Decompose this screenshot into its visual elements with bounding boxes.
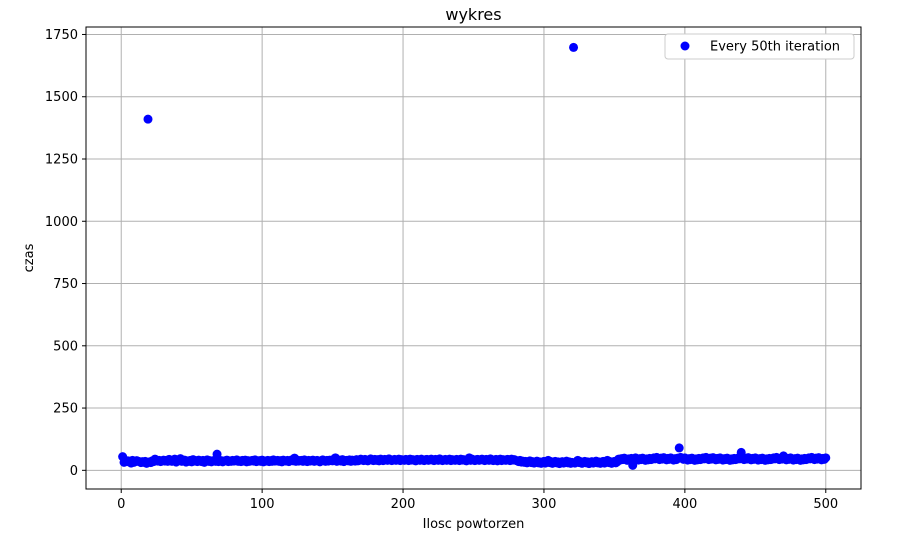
x-tick-label: 100 xyxy=(250,497,275,512)
x-tick-label: 200 xyxy=(391,497,416,512)
axis-ticks: 0 100 200 300 400 500 0 250 500 750 1000 1250 1500 17… xyxy=(45,28,838,512)
x-tick-label: 300 xyxy=(532,497,557,512)
scatter-point xyxy=(212,449,222,459)
y-tick-label: 750 xyxy=(53,277,78,292)
y-tick-label: 1000 xyxy=(45,215,78,230)
x-tick-label: 0 xyxy=(117,497,125,512)
chart-title: wykres xyxy=(445,5,501,24)
y-axis-label: czas xyxy=(22,243,37,272)
scatter-point xyxy=(569,42,579,52)
legend-label: Every 50th iteration xyxy=(710,40,840,55)
grid-lines xyxy=(86,27,861,489)
legend: Every 50th iteration xyxy=(664,33,855,60)
y-tick-label: 1250 xyxy=(45,153,78,168)
scatter-point xyxy=(143,114,153,124)
plot-frame xyxy=(85,26,862,490)
y-tick-label: 250 xyxy=(53,402,78,417)
scatter-point xyxy=(821,453,831,463)
scatter-point xyxy=(674,443,684,453)
y-tick-label: 1750 xyxy=(45,28,78,43)
y-tick-label: 0 xyxy=(70,464,78,479)
scatter-points xyxy=(118,42,831,470)
y-tick-label: 500 xyxy=(53,339,78,354)
x-axis-label: Ilosc powtorzen xyxy=(423,517,525,532)
x-tick-label: 500 xyxy=(813,497,838,512)
legend-box xyxy=(664,33,855,60)
y-tick-label: 1500 xyxy=(45,90,78,105)
x-tick-label: 400 xyxy=(672,497,697,512)
legend-marker xyxy=(680,41,690,51)
